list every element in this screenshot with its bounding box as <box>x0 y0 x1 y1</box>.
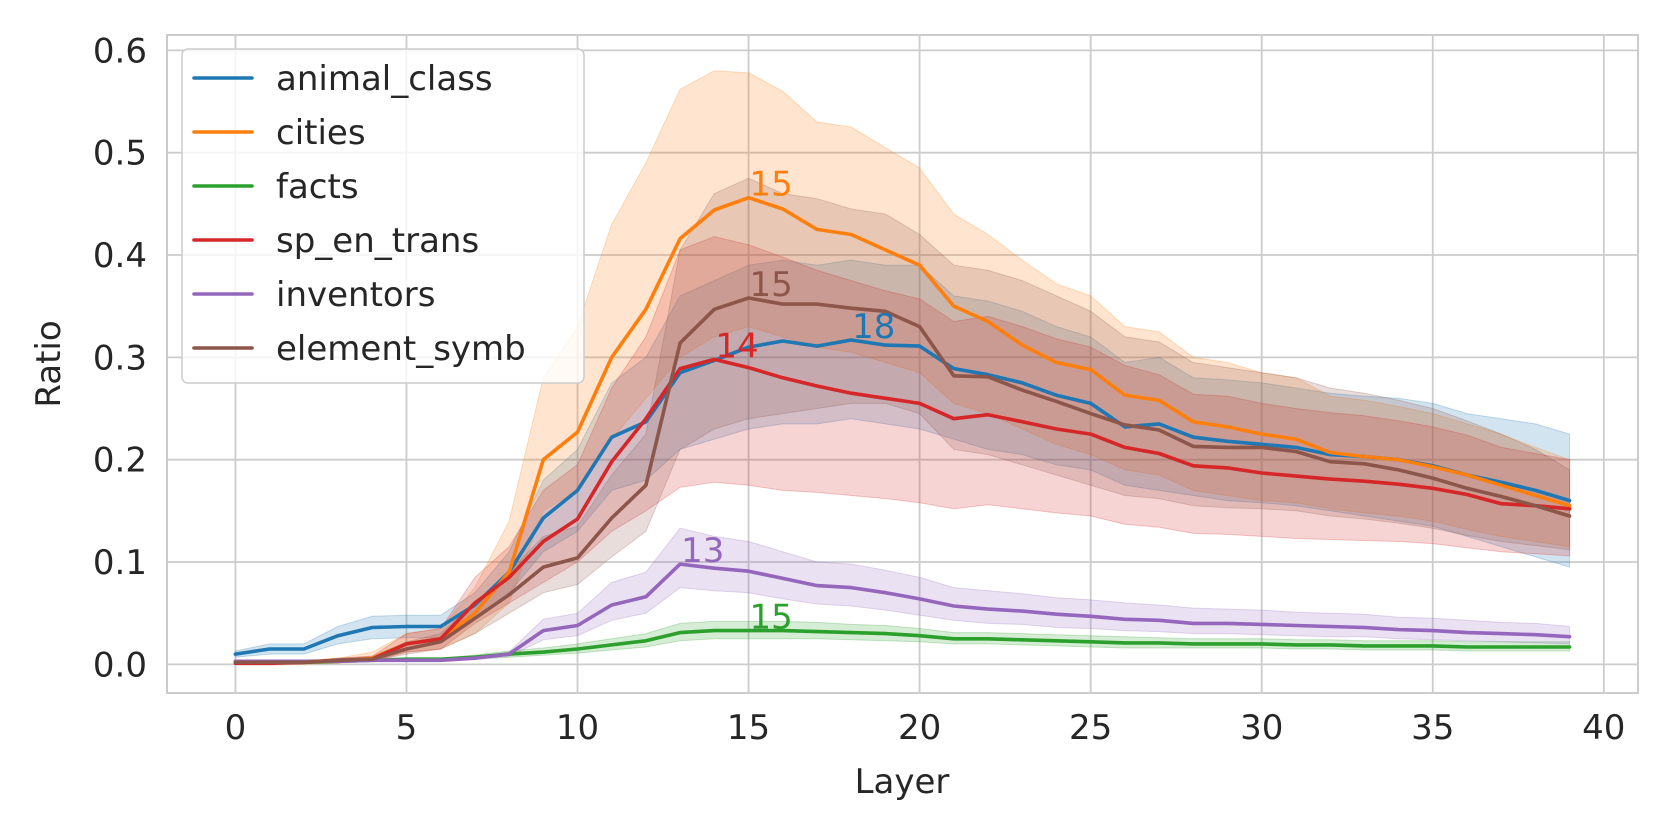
x-tick-label: 35 <box>1411 708 1454 748</box>
y-tick-label: 0.5 <box>93 134 147 174</box>
x-axis-ticks: 0 5 10 15 20 25 30 35 40 <box>225 708 1626 748</box>
x-tick-label: 15 <box>727 708 770 748</box>
peak-label-animal-class: 18 <box>852 307 895 347</box>
legend-label-cities: cities <box>276 113 366 153</box>
line-element-symb <box>233 296 1572 665</box>
line-cities <box>233 195 1572 665</box>
peak-label-element-symb: 15 <box>750 265 793 305</box>
legend-frame <box>181 48 585 384</box>
x-tick-label: 20 <box>898 708 941 748</box>
legend-label-element-symb: element_symb <box>276 329 526 369</box>
peak-labels: 18 15 15 14 13 15 <box>681 165 895 638</box>
x-tick-label: 10 <box>556 708 599 748</box>
y-tick-label: 0.6 <box>93 31 147 71</box>
peak-label-facts: 15 <box>750 598 793 638</box>
y-tick-label: 0.3 <box>93 338 147 378</box>
band-animal-class <box>234 259 1571 658</box>
x-tick-label: 40 <box>1582 708 1625 748</box>
legend-label-inventors: inventors <box>276 275 435 315</box>
y-tick-label: 0.2 <box>93 441 147 481</box>
y-axis-title: Ratio <box>29 320 69 407</box>
x-tick-label: 0 <box>225 708 247 748</box>
x-tick-label: 30 <box>1240 708 1283 748</box>
legend-label-animal-class: animal_class <box>276 59 493 99</box>
y-tick-label: 0.1 <box>93 543 147 583</box>
x-tick-label: 5 <box>396 708 418 748</box>
plot-area-frame <box>166 34 1639 694</box>
line-sp-en-trans <box>233 357 1572 666</box>
x-axis-title: Layer <box>855 762 950 802</box>
legend-label-facts: facts <box>276 167 359 207</box>
y-axis-ticks: 0.0 0.1 0.2 0.3 0.4 0.5 0.6 <box>93 31 147 685</box>
legend-label-sp-en-trans: sp_en_trans <box>276 221 479 261</box>
peak-label-sp-en-trans: 14 <box>715 326 758 366</box>
y-tick-label: 0.0 <box>93 645 147 685</box>
x-tick-label: 25 <box>1069 708 1112 748</box>
band-cities <box>234 70 1571 665</box>
peak-label-cities: 15 <box>750 165 793 205</box>
y-tick-label: 0.4 <box>93 236 147 276</box>
series-lines <box>233 195 1572 666</box>
peak-label-inventors: 13 <box>681 531 724 571</box>
band-facts <box>234 620 1571 664</box>
line-inventors <box>233 562 1572 664</box>
band-sp-en-trans <box>234 236 1571 665</box>
